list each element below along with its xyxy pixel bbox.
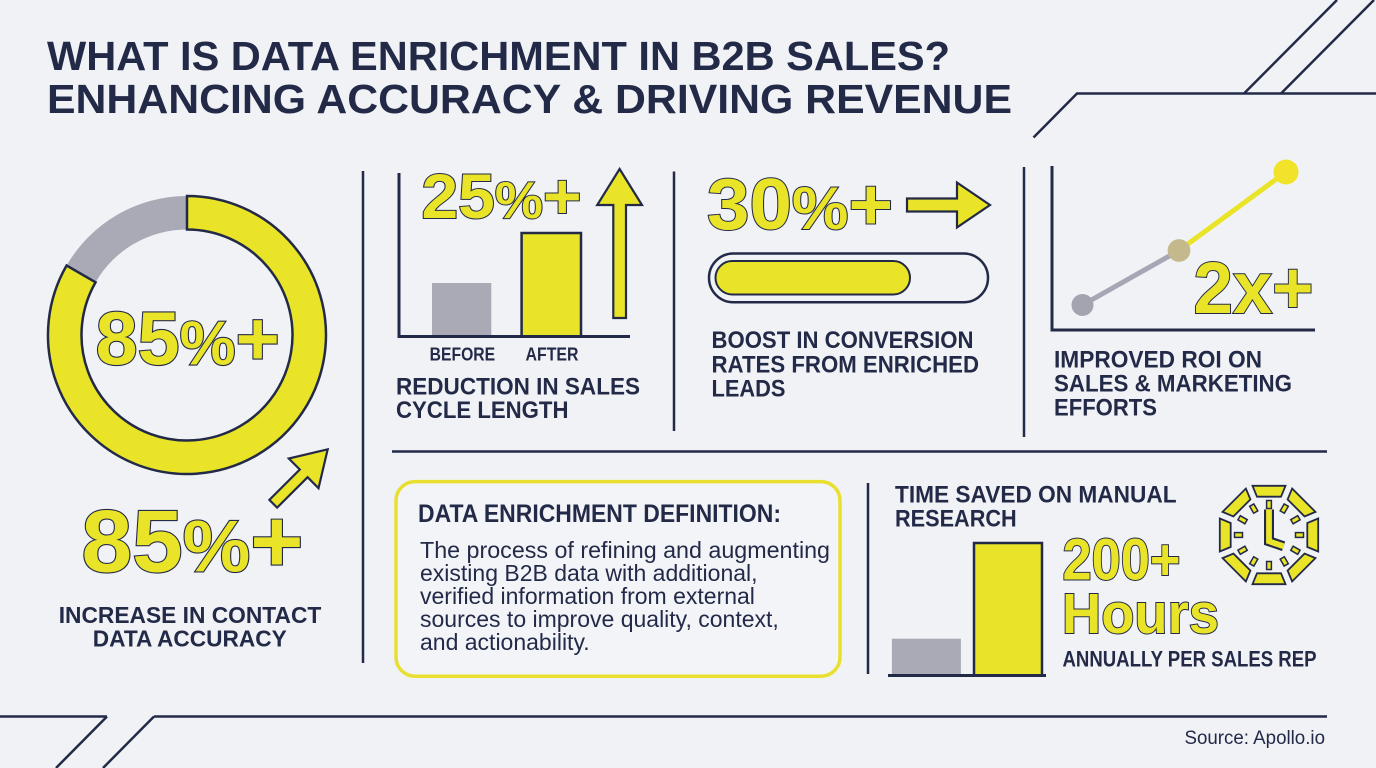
svg-text:85%+: 85%+ <box>96 297 280 381</box>
svg-text:existing B2B data with additio: existing B2B data with additional, <box>420 560 758 586</box>
svg-text:sources to improve quality, co: sources to improve quality, context, <box>420 606 779 632</box>
svg-text:Source: Apollo.io: Source: Apollo.io <box>1185 727 1326 749</box>
svg-text:SALES & MARKETING: SALES & MARKETING <box>1054 371 1292 398</box>
svg-text:25%+: 25%+ <box>422 162 582 232</box>
svg-text:ANNUALLY PER SALES REP: ANNUALLY PER SALES REP <box>1063 646 1317 671</box>
svg-text:WHAT IS DATA ENRICHMENT IN B2B: WHAT IS DATA ENRICHMENT IN B2B SALES? <box>47 33 950 79</box>
svg-text:EFFORTS: EFFORTS <box>1054 395 1157 422</box>
svg-text:DATA ACCURACY: DATA ACCURACY <box>93 625 287 651</box>
svg-text:RESEARCH: RESEARCH <box>895 505 1017 532</box>
svg-text:IMPROVED ROI ON: IMPROVED ROI ON <box>1054 347 1262 374</box>
svg-text:Hours: Hours <box>1062 582 1219 645</box>
svg-text:AFTER: AFTER <box>526 343 579 364</box>
svg-text:BOOST IN CONVERSION: BOOST IN CONVERSION <box>712 327 974 354</box>
svg-text:CYCLE LENGTH: CYCLE LENGTH <box>396 397 569 424</box>
svg-text:2x+: 2x+ <box>1194 248 1314 329</box>
svg-text:and actionability.: and actionability. <box>420 629 590 655</box>
svg-text:ENHANCING ACCURACY & DRIVING R: ENHANCING ACCURACY & DRIVING REVENUE <box>47 76 1012 122</box>
svg-text:LEADS: LEADS <box>712 376 786 403</box>
svg-text:TIME SAVED ON MANUAL: TIME SAVED ON MANUAL <box>895 481 1177 508</box>
svg-text:BEFORE: BEFORE <box>430 343 496 364</box>
svg-text:REDUCTION IN SALES: REDUCTION IN SALES <box>396 374 640 401</box>
svg-text:The process of refining and au: The process of refining and augmenting <box>420 537 830 563</box>
svg-text:30%+: 30%+ <box>707 165 893 245</box>
svg-text:INCREASE IN CONTACT: INCREASE IN CONTACT <box>59 602 322 628</box>
svg-text:85%+: 85%+ <box>82 492 304 591</box>
svg-text:DATA ENRICHMENT DEFINITION:: DATA ENRICHMENT DEFINITION: <box>418 500 781 528</box>
svg-text:RATES FROM ENRICHED: RATES FROM ENRICHED <box>712 352 980 379</box>
svg-text:verified information from exte: verified information from external <box>420 583 755 609</box>
svg-text:200+: 200+ <box>1063 528 1181 593</box>
